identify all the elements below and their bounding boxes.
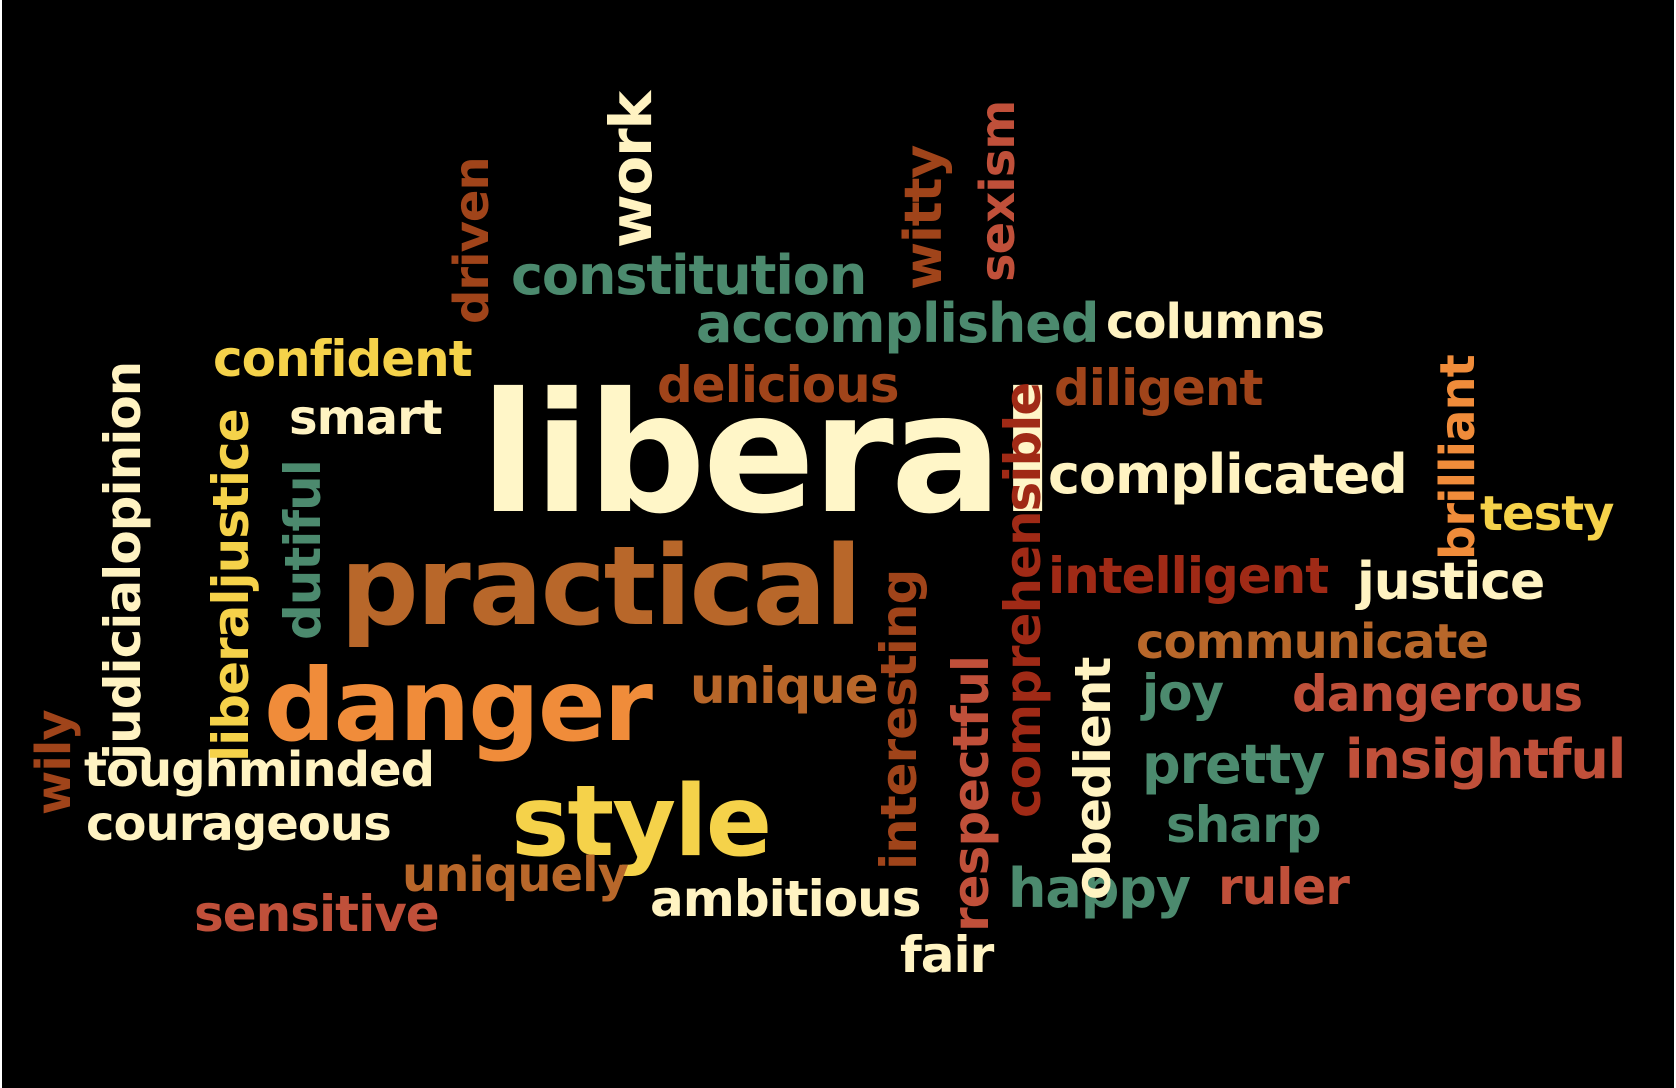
word-brilliant: brilliant: [1430, 355, 1486, 560]
word-intelligent: intelligent: [1048, 547, 1329, 605]
word-respectful: respectful: [942, 655, 1000, 932]
word-obedient: obedient: [1064, 657, 1122, 900]
word-delicious: delicious: [657, 356, 899, 414]
word-communicate: communicate: [1136, 614, 1489, 670]
word-ambitious: ambitious: [650, 870, 922, 928]
word-ruler: ruler: [1218, 858, 1350, 916]
word-accomplished: accomplished: [696, 292, 1099, 355]
word-liberal: liberal: [480, 358, 1056, 551]
word-courageous: courageous: [86, 796, 392, 852]
word-toughminded: toughminded: [84, 742, 435, 798]
word-uniquely: uniquely: [402, 847, 629, 903]
word-unique: unique: [690, 657, 879, 715]
word-interesting: interesting: [870, 569, 928, 870]
word-judicialopinion: judicialopinion: [94, 361, 152, 760]
word-sharp: sharp: [1166, 796, 1322, 854]
word-witty: witty: [894, 145, 954, 290]
word-work: work: [597, 92, 665, 248]
word-practical: practical: [340, 522, 862, 650]
word-diligent: diligent: [1054, 359, 1263, 417]
word-columns: columns: [1106, 294, 1325, 350]
word-confident: confident: [213, 330, 473, 388]
word-dutiful: dutiful: [274, 460, 332, 640]
word-justice: justice: [1357, 552, 1545, 612]
word-constitution: constitution: [511, 244, 867, 307]
word-liberaljustice: liberaljustice: [202, 409, 260, 762]
word-joy: joy: [1142, 664, 1224, 722]
word-dangerous: dangerous: [1292, 665, 1583, 723]
word-complicated: complicated: [1048, 443, 1408, 506]
word-pretty: pretty: [1142, 733, 1325, 796]
word-happy: happy: [1008, 857, 1191, 920]
word-driven: driven: [444, 157, 500, 324]
word-smart: smart: [289, 390, 443, 446]
word-sexism: sexism: [970, 100, 1026, 282]
word-wily: wily: [26, 710, 82, 815]
word-testy: testy: [1480, 486, 1614, 542]
word-danger: danger: [264, 647, 653, 764]
word-insightful: insightful: [1345, 728, 1626, 791]
word-comprehensible: comprehensible: [994, 382, 1052, 818]
word-sensitive: sensitive: [194, 885, 440, 943]
word-fair: fair: [900, 926, 994, 984]
word-style: style: [511, 765, 772, 879]
